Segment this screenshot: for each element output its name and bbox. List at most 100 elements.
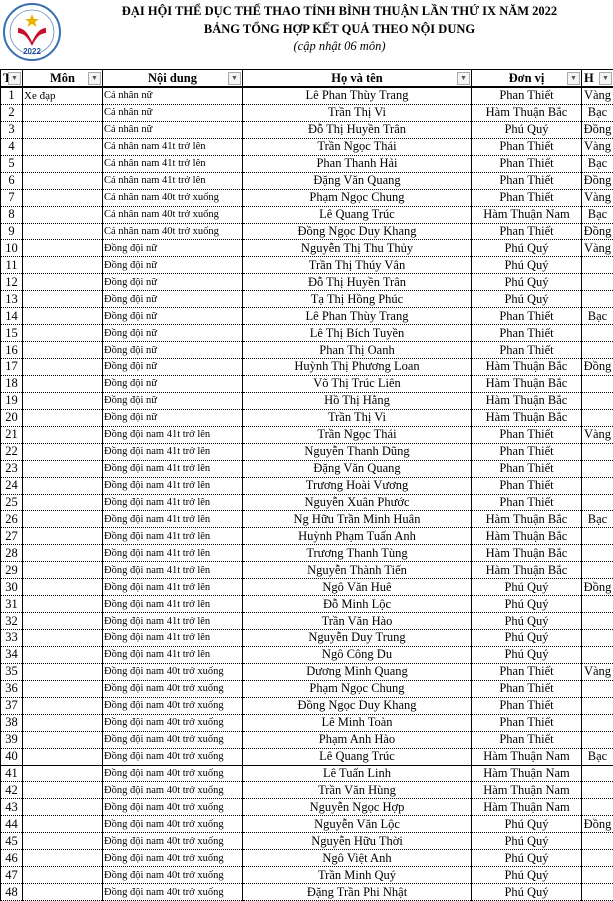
cell-mon[interactable] xyxy=(23,291,103,308)
cell-huy-chuong[interactable] xyxy=(582,528,613,545)
cell-stt[interactable]: 38 xyxy=(1,714,23,731)
cell-stt[interactable]: 35 xyxy=(1,663,23,680)
cell-noi-dung[interactable]: Đồng đội nam 41t trở lên xyxy=(103,596,243,613)
cell-don-vi[interactable]: Phú Quý xyxy=(472,850,582,867)
filter-dropdown-icon[interactable]: ▼ xyxy=(8,72,21,85)
cell-ho-ten[interactable]: Nguyễn Hữu Thời xyxy=(243,833,472,850)
cell-mon[interactable] xyxy=(23,325,103,342)
cell-noi-dung[interactable]: Cá nhân nam 41t trở lên xyxy=(103,138,243,155)
cell-don-vi[interactable]: Phan Thiết xyxy=(472,426,582,443)
cell-stt[interactable]: 39 xyxy=(1,731,23,748)
cell-noi-dung[interactable]: Đồng đội nam 41t trở lên xyxy=(103,562,243,579)
cell-stt[interactable]: 21 xyxy=(1,426,23,443)
cell-stt[interactable]: 12 xyxy=(1,274,23,291)
cell-stt[interactable]: 14 xyxy=(1,308,23,325)
cell-ho-ten[interactable]: Đặng Văn Quang xyxy=(243,460,472,477)
cell-ho-ten[interactable]: Trần Thị Thúy Vân xyxy=(243,257,472,274)
cell-mon[interactable] xyxy=(23,494,103,511)
cell-don-vi[interactable]: Phú Quý xyxy=(472,596,582,613)
cell-huy-chuong[interactable]: Bạc xyxy=(582,206,613,223)
cell-mon[interactable] xyxy=(23,782,103,799)
cell-don-vi[interactable]: Phan Thiết xyxy=(472,731,582,748)
cell-mon[interactable] xyxy=(23,528,103,545)
cell-mon[interactable] xyxy=(23,867,103,884)
cell-noi-dung[interactable]: Đồng đội nam 40t trở xuống xyxy=(103,782,243,799)
cell-noi-dung[interactable]: Cá nhân nam 40t trở xuống xyxy=(103,206,243,223)
cell-huy-chuong[interactable]: Đồng xyxy=(582,223,613,240)
cell-mon[interactable] xyxy=(23,697,103,714)
cell-huy-chuong[interactable] xyxy=(582,545,613,562)
cell-stt[interactable]: 31 xyxy=(1,596,23,613)
cell-noi-dung[interactable]: Đồng đội nam 40t trở xuống xyxy=(103,850,243,867)
cell-noi-dung[interactable]: Đồng đội nam 40t trở xuống xyxy=(103,833,243,850)
cell-mon[interactable] xyxy=(23,511,103,528)
cell-stt[interactable]: 20 xyxy=(1,409,23,426)
cell-ho-ten[interactable]: Ngô Việt Anh xyxy=(243,850,472,867)
cell-stt[interactable]: 30 xyxy=(1,579,23,596)
cell-ho-ten[interactable]: Trần Văn Hùng xyxy=(243,782,472,799)
cell-huy-chuong[interactable]: Vàng xyxy=(582,189,613,206)
cell-ho-ten[interactable]: Ngô Công Du xyxy=(243,646,472,663)
cell-huy-chuong[interactable] xyxy=(582,494,613,511)
cell-noi-dung[interactable]: Đồng đội nam 41t trở lên xyxy=(103,494,243,511)
cell-don-vi[interactable]: Phan Thiết xyxy=(472,680,582,697)
cell-stt[interactable]: 15 xyxy=(1,325,23,342)
cell-don-vi[interactable]: Hàm Thuận Nam xyxy=(472,206,582,223)
cell-ho-ten[interactable]: Nguyễn Thanh Dũng xyxy=(243,443,472,460)
cell-ho-ten[interactable]: Phan Thanh Hải xyxy=(243,155,472,172)
cell-mon[interactable] xyxy=(23,172,103,189)
cell-huy-chuong[interactable] xyxy=(582,680,613,697)
cell-don-vi[interactable]: Hàm Thuận Nam xyxy=(472,748,582,765)
cell-mon[interactable] xyxy=(23,545,103,562)
cell-noi-dung[interactable]: Đồng đội nam 40t trở xuống xyxy=(103,731,243,748)
cell-mon[interactable] xyxy=(23,663,103,680)
cell-don-vi[interactable]: Phan Thiết xyxy=(472,223,582,240)
cell-noi-dung[interactable]: Đồng đội nam 41t trở lên xyxy=(103,630,243,647)
cell-ho-ten[interactable]: Lê Minh Toàn xyxy=(243,714,472,731)
cell-noi-dung[interactable]: Đồng đội nam 41t trở lên xyxy=(103,511,243,528)
cell-noi-dung[interactable]: Đồng đội nam 40t trở xuống xyxy=(103,799,243,816)
cell-noi-dung[interactable]: Đồng đội nữ xyxy=(103,274,243,291)
cell-mon[interactable] xyxy=(23,731,103,748)
cell-stt[interactable]: 46 xyxy=(1,850,23,867)
cell-stt[interactable]: 18 xyxy=(1,375,23,392)
cell-stt[interactable]: 10 xyxy=(1,240,23,257)
cell-stt[interactable]: 26 xyxy=(1,511,23,528)
cell-noi-dung[interactable]: Đồng đội nam 41t trở lên xyxy=(103,443,243,460)
cell-noi-dung[interactable]: Đồng đội nam 41t trở lên xyxy=(103,545,243,562)
cell-don-vi[interactable]: Hàm Thuận Bắc xyxy=(472,359,582,376)
cell-don-vi[interactable]: Hàm Thuận Nam xyxy=(472,799,582,816)
cell-mon[interactable] xyxy=(23,206,103,223)
cell-don-vi[interactable]: Phú Quý xyxy=(472,833,582,850)
cell-noi-dung[interactable]: Cá nhân nam 40t trở xuống xyxy=(103,223,243,240)
cell-ho-ten[interactable]: Nguyễn Thị Thu Thủy xyxy=(243,240,472,257)
cell-huy-chuong[interactable] xyxy=(582,833,613,850)
cell-huy-chuong[interactable] xyxy=(582,613,613,630)
cell-huy-chuong[interactable]: Bạc xyxy=(582,511,613,528)
cell-huy-chuong[interactable]: Đồng xyxy=(582,816,613,833)
cell-ho-ten[interactable]: Trương Thanh Tùng xyxy=(243,545,472,562)
cell-mon[interactable] xyxy=(23,765,103,782)
cell-don-vi[interactable]: Phú Quý xyxy=(472,291,582,308)
cell-don-vi[interactable]: Phan Thiết xyxy=(472,172,582,189)
cell-don-vi[interactable]: Hàm Thuận Nam xyxy=(472,765,582,782)
cell-stt[interactable]: 44 xyxy=(1,816,23,833)
cell-don-vi[interactable]: Phan Thiết xyxy=(472,443,582,460)
cell-huy-chuong[interactable] xyxy=(582,460,613,477)
cell-noi-dung[interactable]: Đồng đội nam 41t trở lên xyxy=(103,460,243,477)
cell-stt[interactable]: 16 xyxy=(1,342,23,359)
cell-don-vi[interactable]: Hàm Thuận Bắc xyxy=(472,511,582,528)
cell-mon[interactable] xyxy=(23,138,103,155)
cell-mon[interactable] xyxy=(23,274,103,291)
cell-huy-chuong[interactable]: Đồng xyxy=(582,359,613,376)
cell-huy-chuong[interactable]: Vàng xyxy=(582,138,613,155)
cell-noi-dung[interactable]: Đồng đội nữ xyxy=(103,342,243,359)
cell-ho-ten[interactable]: Nguyễn Văn Lộc xyxy=(243,816,472,833)
cell-don-vi[interactable]: Phan Thiết xyxy=(472,494,582,511)
cell-huy-chuong[interactable] xyxy=(582,392,613,409)
cell-stt[interactable]: 13 xyxy=(1,291,23,308)
cell-ho-ten[interactable]: Nguyễn Ngọc Hợp xyxy=(243,799,472,816)
cell-mon[interactable] xyxy=(23,477,103,494)
cell-don-vi[interactable]: Phú Quý xyxy=(472,646,582,663)
cell-ho-ten[interactable]: Lê Phan Thùy Trang xyxy=(243,87,472,104)
